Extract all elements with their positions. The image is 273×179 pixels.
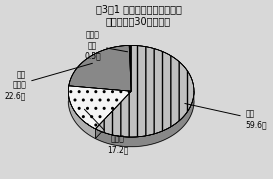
Polygon shape xyxy=(95,92,194,147)
Text: その他
17.2％: その他 17.2％ xyxy=(84,109,129,154)
Polygon shape xyxy=(95,45,194,137)
Polygon shape xyxy=(95,45,194,137)
Title: 図3－1 長期欠席者の欠席理由
（小学校・30日以上）: 図3－1 長期欠席者の欠席理由 （小学校・30日以上） xyxy=(96,5,182,26)
Text: 病気
59.6％: 病気 59.6％ xyxy=(185,103,267,129)
Polygon shape xyxy=(68,91,95,139)
Polygon shape xyxy=(68,86,131,129)
Polygon shape xyxy=(129,45,131,91)
Polygon shape xyxy=(68,101,194,147)
Polygon shape xyxy=(95,91,131,139)
Polygon shape xyxy=(69,45,131,91)
Text: 経済的
理由
0.5％: 経済的 理由 0.5％ xyxy=(84,31,127,60)
Polygon shape xyxy=(129,45,131,91)
Polygon shape xyxy=(69,45,131,91)
Polygon shape xyxy=(68,86,131,129)
Text: 学校
ぎらい
22.6％: 学校 ぎらい 22.6％ xyxy=(5,63,93,100)
